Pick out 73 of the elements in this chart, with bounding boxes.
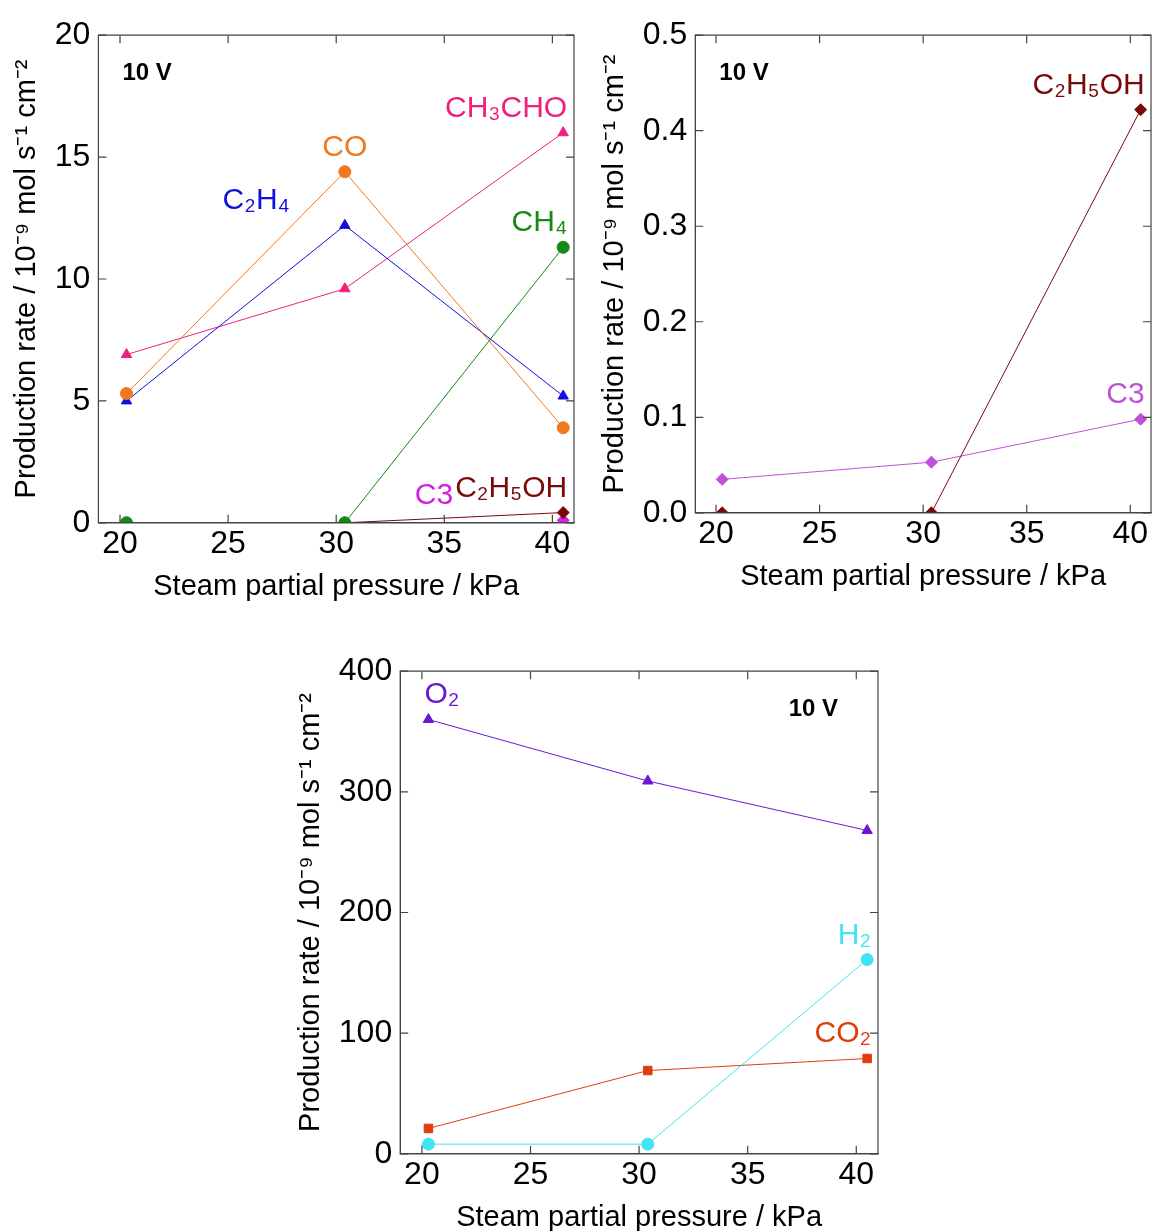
series-label: C3 (1106, 376, 1145, 410)
series-label: CO (322, 128, 368, 162)
point (924, 455, 938, 469)
point (339, 218, 351, 229)
point (715, 472, 729, 486)
y-tick-label: 0.1 (642, 397, 688, 434)
x-axis-title: Steam partial pressure / kPa (456, 1199, 823, 1231)
y-axis-title: Production rate / 10⁻⁹ mol s⁻¹ cm⁻² (293, 692, 326, 1132)
x-tick-label: 20 (698, 513, 734, 550)
x-tick-label: 40 (534, 523, 571, 560)
point (120, 387, 133, 401)
y-axis-title: Production rate / 10⁻⁹ mol s⁻¹ cm⁻² (597, 54, 630, 494)
y-tick-label: 0.3 (642, 206, 688, 243)
x-tick-label: 35 (729, 1154, 766, 1191)
annotation: 10 V (719, 58, 769, 86)
series-label: C₂H₅OH (1032, 66, 1145, 100)
y-tick-label: 20 (54, 15, 91, 52)
point (422, 712, 435, 723)
series-label: CH₃CHO (444, 89, 568, 123)
point (642, 774, 654, 785)
x-tick-label: 35 (1008, 513, 1045, 550)
point (339, 282, 351, 293)
y-tick-label: 0.2 (642, 301, 688, 338)
y-tick-label: 15 (54, 136, 91, 173)
point (641, 1137, 655, 1151)
y-tick-label: 0 (374, 1133, 393, 1170)
x-tick-label: 40 (838, 1154, 875, 1191)
annotation: 10 V (788, 694, 838, 722)
x-tick-label: 30 (621, 1154, 657, 1191)
y-tick-label: 0.0 (642, 492, 688, 529)
y-tick-label: 100 (338, 1012, 393, 1049)
point (338, 165, 352, 179)
point (643, 1065, 653, 1076)
point (1134, 103, 1148, 117)
series-label: C₂H₄ (222, 182, 290, 216)
point (556, 240, 570, 254)
x-tick-label: 20 (404, 1154, 440, 1191)
x-tick-label: 20 (102, 523, 138, 560)
x-tick-label: 35 (426, 523, 463, 560)
x-axis-title: Steam partial pressure / kPa (153, 568, 521, 601)
point (557, 389, 569, 400)
y-tick-label: 200 (338, 892, 393, 929)
point (421, 1137, 435, 1151)
x-tick-label: 25 (210, 523, 246, 560)
y-axis-title: Production rate / 10⁻⁹ mol s⁻¹ cm⁻² (9, 59, 42, 499)
point (120, 348, 133, 359)
point (861, 823, 873, 834)
point (423, 1123, 434, 1134)
x-axis-title: Steam partial pressure / kPa (740, 558, 1107, 591)
y-tick-label: 300 (338, 771, 393, 808)
text: C3 (414, 477, 454, 511)
series-label: CO₂ (814, 1015, 872, 1049)
y-tick-label: 0.5 (642, 15, 688, 52)
y-tick-label: 400 (338, 651, 393, 688)
series-label: H₂ (837, 916, 872, 950)
x-tick-label: 30 (905, 513, 941, 550)
y-tick-label: 0.4 (642, 110, 688, 147)
x-tick-label: 40 (1112, 513, 1149, 550)
x-tick-label: 30 (318, 523, 354, 560)
x-tick-label: 25 (512, 1154, 549, 1191)
y-tick-label: 5 (72, 380, 91, 417)
y-tick-label: 10 (54, 258, 91, 295)
point (862, 1053, 872, 1064)
x-tick-label: 25 (801, 513, 838, 550)
point (556, 421, 570, 435)
y-tick-label: 0 (72, 502, 91, 539)
series-label: C₂H₅OH (455, 469, 568, 503)
series-label: O₂ (424, 676, 460, 710)
point (557, 126, 569, 137)
point (860, 953, 874, 967)
annotation: 10 V (122, 58, 172, 86)
series-label: CH₄ (511, 204, 568, 238)
point (1134, 412, 1148, 426)
